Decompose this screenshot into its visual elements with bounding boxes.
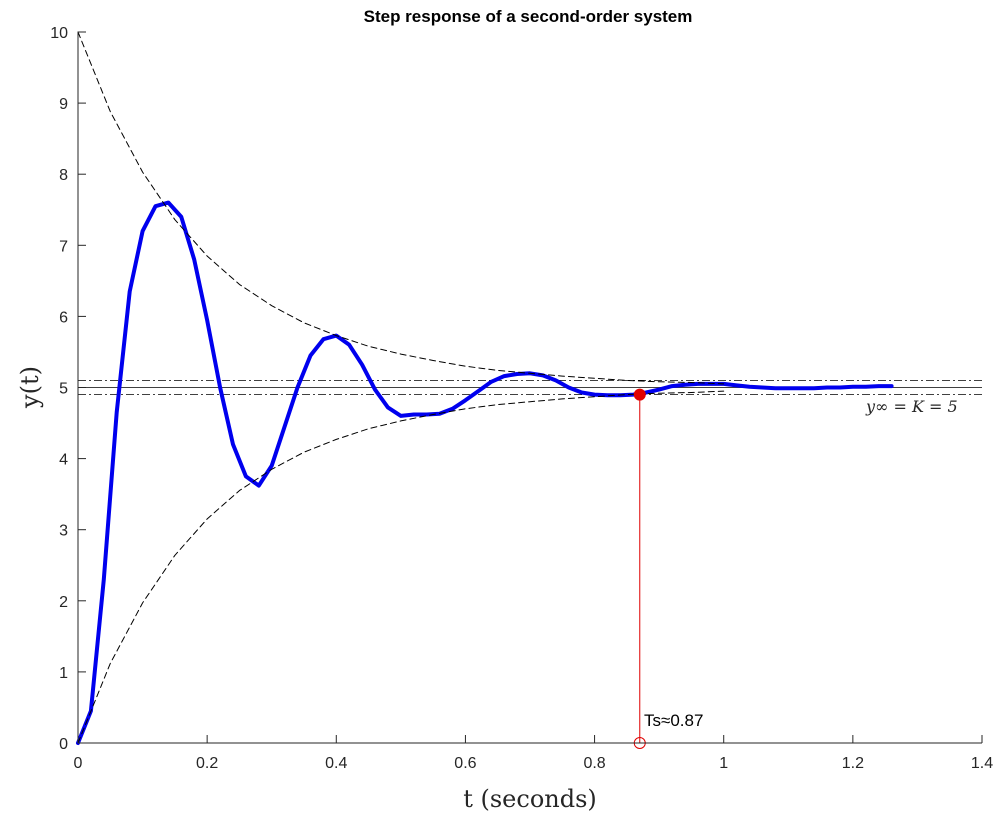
x-axis-label: t (seconds) [463,785,597,813]
y-tick-label: 8 [59,167,68,184]
x-tick-label: 1.4 [971,755,993,772]
y-tick-label: 2 [59,594,68,611]
response-curve [76,200,894,745]
x-tick-label: 0.4 [325,755,347,772]
plot-area [76,31,982,749]
y-tick-label: 6 [59,309,68,326]
x-tick-label: 0.8 [583,755,605,772]
ticks: 0 0.2 0.4 0.6 0.8 1 1.2 1.4 0 1 2 3 4 5 6 7 8 9 10 [50,25,993,772]
chart-title: Step response of a second-order system [364,7,693,26]
settling-time-label: Ts≈0.87 [644,711,703,730]
y-tick-label: 1 [59,665,68,682]
y-tick-label: 10 [50,25,68,42]
y-tick-label: 0 [59,736,68,753]
y-axis-label: y(t) [16,366,44,409]
y-tick-label: 5 [59,381,68,398]
x-tick-label: 0.2 [196,755,218,772]
x-tick-label: 0 [74,755,83,772]
x-tick-label: 1.2 [842,755,864,772]
y-tick-label: 9 [59,96,68,113]
y-tick-label: 3 [59,523,68,540]
envelope-curve-1 [77,31,725,385]
y-tick-label: 7 [59,238,68,255]
settling-point [633,388,646,401]
y-tick-label: 4 [59,452,68,469]
yinf-annotation: y∞ = K = 5 [865,397,958,416]
x-tick-label: 0.6 [454,755,476,772]
envelope-curve-2 [77,390,725,744]
x-tick-label: 1 [719,755,728,772]
